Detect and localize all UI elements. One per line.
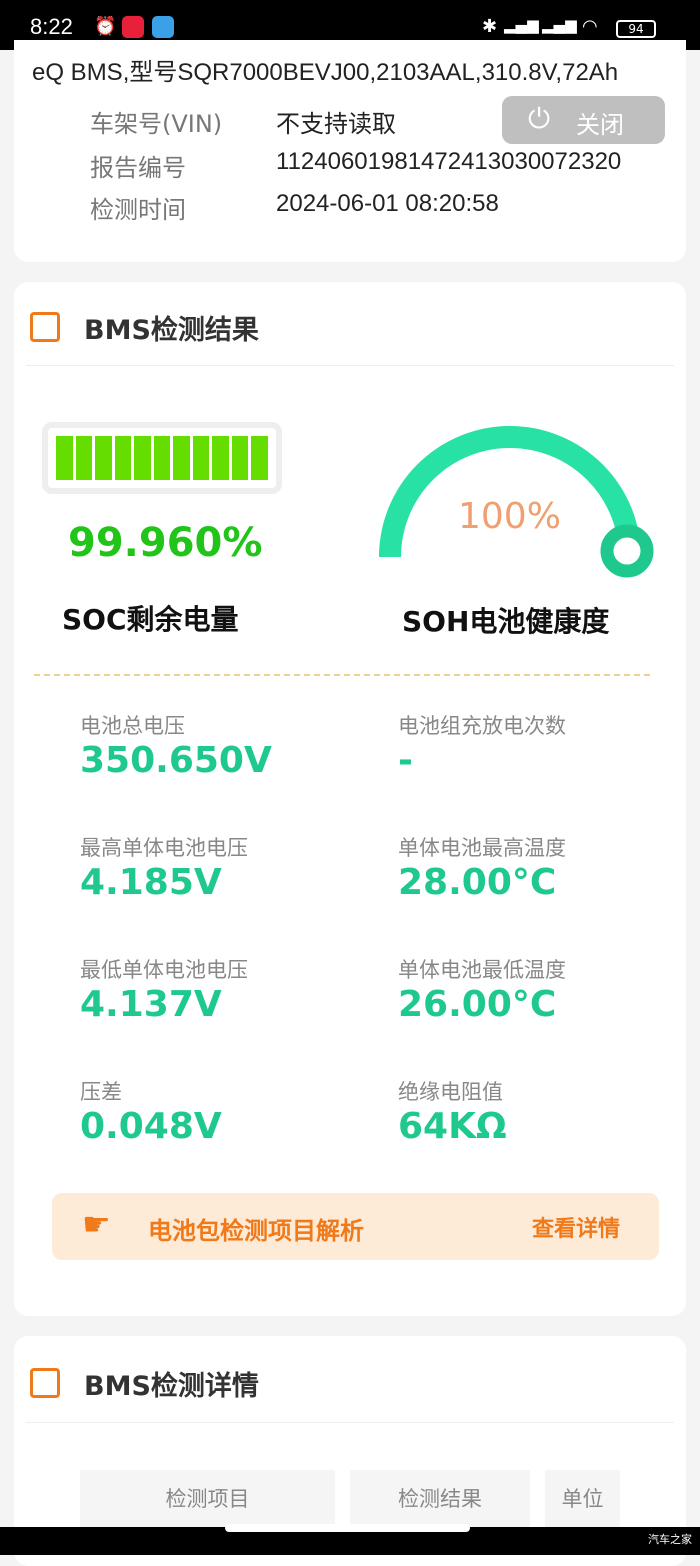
soc-value: 99.960% bbox=[68, 520, 263, 566]
divider bbox=[26, 365, 674, 366]
section-title: BMS检测结果 bbox=[84, 315, 259, 346]
power-icon: ⏻ bbox=[528, 102, 551, 135]
soc-segment bbox=[212, 436, 229, 480]
metric-value: 4.137V bbox=[80, 984, 222, 1025]
metric-label: 最高单体电池电压 bbox=[80, 836, 248, 860]
metric-label: 压差 bbox=[80, 1080, 122, 1104]
soc-segment bbox=[231, 436, 249, 480]
divider bbox=[26, 1422, 674, 1423]
column-header-result: 检测结果 bbox=[350, 1470, 530, 1530]
metric-label: 绝缘电阻值 bbox=[398, 1080, 503, 1104]
report-header-card: eQ BMS,型号SQR7000BEVJ00,2103AAL,310.8V,72… bbox=[14, 40, 686, 262]
soh-arc bbox=[379, 426, 641, 558]
metric-value: - bbox=[398, 740, 413, 781]
column-header-unit: 单位 bbox=[545, 1470, 620, 1530]
model-line: eQ BMS,型号SQR7000BEVJ00,2103AAL,310.8V,72… bbox=[32, 59, 619, 86]
soh-value: 100% bbox=[458, 496, 561, 537]
soc-segment bbox=[75, 436, 93, 480]
soc-segment bbox=[153, 436, 171, 480]
alarm-icon: ⏰ bbox=[94, 16, 117, 37]
wifi-icon: ◠ bbox=[582, 16, 598, 37]
dashed-divider bbox=[34, 674, 650, 676]
vin-value: 不支持读取 bbox=[276, 111, 396, 138]
soh-gauge bbox=[379, 426, 654, 578]
test-time-label: 检测时间 bbox=[90, 196, 186, 224]
soc-segment bbox=[251, 436, 269, 480]
navigation-bar: 汽车之家 bbox=[0, 1524, 700, 1555]
soc-label: SOC剩余电量 bbox=[62, 603, 239, 636]
bluetooth-icon: ✱ bbox=[482, 16, 498, 37]
soc-segment bbox=[56, 436, 73, 480]
report-no-label: 报告编号 bbox=[90, 154, 186, 182]
soh-label: SOH电池健康度 bbox=[402, 605, 610, 638]
soc-segment bbox=[114, 436, 132, 480]
bms-result-card: BMS检测结果 99.960% SOC剩余电量 100% SOH电池健康度 电池… bbox=[14, 282, 686, 1316]
column-header-item: 检测项目 bbox=[80, 1470, 335, 1530]
battery-icon: 94 bbox=[616, 20, 656, 38]
soc-battery bbox=[42, 422, 282, 494]
signal-hd-icon: ▂▄▆ bbox=[542, 16, 577, 34]
view-details-link[interactable]: 查看详情 bbox=[532, 1217, 621, 1242]
metric-value: 26.00°C bbox=[398, 984, 557, 1025]
metric-label: 最低单体电池电压 bbox=[80, 958, 248, 982]
signal-hd-icon: ▂▄▆ bbox=[504, 16, 539, 34]
metric-value: 350.650V bbox=[80, 740, 272, 781]
close-button[interactable]: ⏻ 关闭 bbox=[502, 96, 665, 144]
waveform-icon bbox=[30, 1368, 60, 1398]
vin-label: 车架号(VIN) bbox=[90, 110, 223, 138]
report-icon bbox=[30, 312, 60, 342]
close-label: 关闭 bbox=[576, 111, 624, 139]
soh-knob bbox=[600, 524, 654, 578]
battery-pack-analysis-banner[interactable]: ☛ 电池包检测项目解析 查看详情 bbox=[52, 1193, 659, 1260]
test-time-value: 2024-06-01 08:20:58 bbox=[276, 190, 499, 217]
analysis-text: 电池包检测项目解析 bbox=[148, 1217, 364, 1245]
home-indicator[interactable] bbox=[225, 1524, 470, 1532]
metric-value: 4.185V bbox=[80, 862, 222, 903]
watermark: 汽车之家 bbox=[648, 1533, 692, 1546]
metric-value: 0.048V bbox=[80, 1106, 222, 1147]
metric-label: 电池总电压 bbox=[80, 714, 185, 738]
soc-segment bbox=[95, 436, 112, 480]
metric-value: 28.00°C bbox=[398, 862, 557, 903]
section-title: BMS检测详情 bbox=[84, 1371, 259, 1402]
status-time: 8:22 bbox=[30, 14, 73, 39]
metric-value: 64KΩ bbox=[398, 1106, 507, 1147]
soc-segment bbox=[173, 436, 190, 480]
xiaohongshu-app-icon bbox=[122, 16, 144, 38]
soc-segment bbox=[192, 436, 210, 480]
china-mobile-app-icon bbox=[152, 16, 174, 38]
metric-label: 单体电池最低温度 bbox=[398, 958, 566, 982]
metric-label: 电池组充放电次数 bbox=[398, 714, 566, 738]
pointing-hand-icon: ☛ bbox=[82, 1205, 111, 1243]
report-no-value: 1124060198147241303007232​0 bbox=[276, 148, 622, 175]
metric-label: 单体电池最高温度 bbox=[398, 836, 566, 860]
soc-segment bbox=[134, 436, 151, 480]
